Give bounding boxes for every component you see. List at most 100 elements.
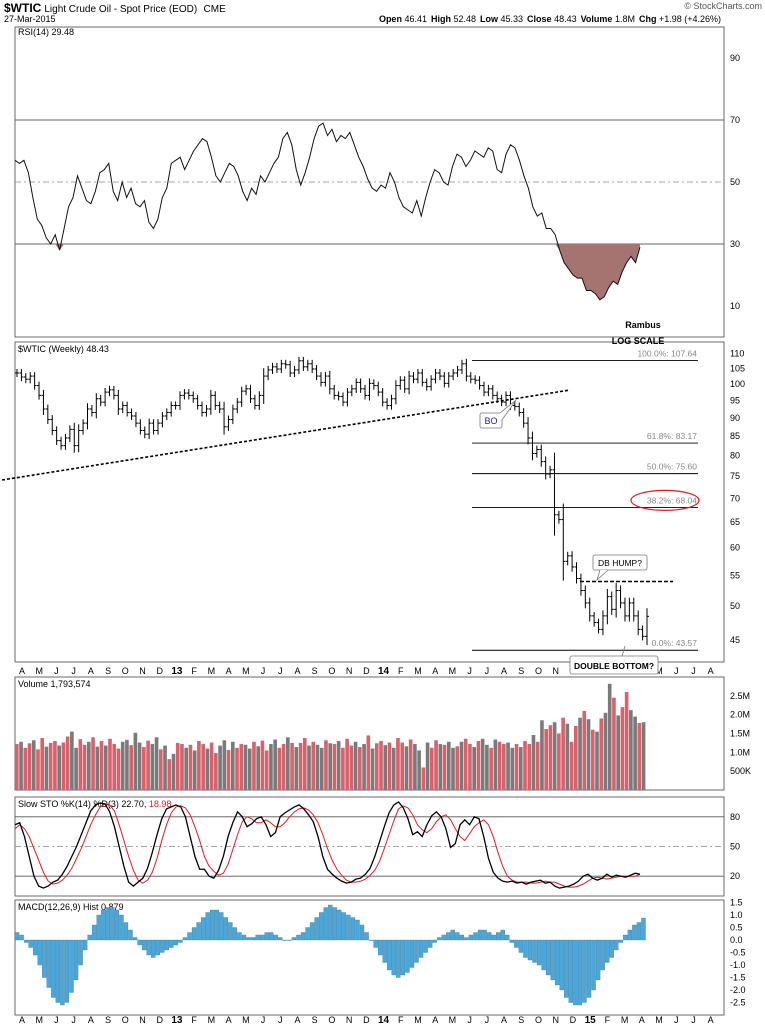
- price-bar: [415, 368, 420, 384]
- x-axis-label: A: [88, 1015, 94, 1025]
- volume-bar: [438, 744, 443, 790]
- price-bar: [279, 359, 284, 374]
- price-y-tick: 55: [730, 571, 740, 581]
- fib-label: 50.0%: 75.60: [647, 462, 697, 472]
- price-bar: [116, 389, 121, 415]
- macd-hist-bar: [19, 934, 24, 941]
- price-bar: [28, 372, 33, 384]
- log-scale-label: LOG SCALE: [612, 336, 665, 346]
- macd-hist-bar: [51, 939, 56, 998]
- volume-bar: [480, 738, 485, 790]
- ohlc-label: Open: [378, 14, 402, 24]
- volume-bar: [23, 747, 28, 790]
- volume-bar: [44, 746, 49, 790]
- macd-hist-bar: [73, 939, 79, 981]
- macd-hist-bar: [441, 934, 446, 941]
- x-axis-label: M: [449, 1015, 457, 1025]
- price-bar: [468, 372, 473, 384]
- volume-bar: [552, 722, 557, 790]
- volume-bar: [599, 718, 604, 790]
- volume-bar: [493, 739, 498, 790]
- x-axis-label: J: [467, 666, 472, 676]
- price-bar: [526, 417, 531, 445]
- macd-hist-bar: [151, 939, 156, 958]
- x-axis-label: J: [71, 1015, 76, 1025]
- macd-hist-bar: [486, 932, 492, 941]
- volume-bar: [307, 745, 311, 790]
- fib-label: 100.0%: 107.64: [637, 348, 697, 358]
- stochastic-d-value: 18.98: [149, 799, 172, 809]
- macd-hist-bar: [564, 939, 569, 998]
- volume-y-tick: 1.0M: [730, 747, 750, 757]
- rsi-y-tick: 90: [730, 53, 740, 63]
- macd-hist-bar: [586, 939, 592, 998]
- macd-hist-bar: [437, 937, 442, 941]
- x-axis-label: A: [294, 1015, 300, 1025]
- stochastic-k-line: [14, 801, 641, 889]
- volume-bar: [442, 744, 447, 790]
- volume-bar: [624, 692, 629, 790]
- x-axis-label: J: [278, 1015, 283, 1025]
- x-axis-label: M: [621, 1015, 629, 1025]
- macd-hist-bar: [300, 932, 306, 941]
- macd-hist-bar: [359, 924, 365, 941]
- macd-hist-bar: [623, 934, 628, 941]
- macd-hist-bar: [464, 937, 469, 941]
- macd-hist-bar: [595, 939, 601, 981]
- macd-hist-bar: [364, 932, 369, 941]
- ohlc-label: High: [430, 14, 451, 24]
- price-bar: [336, 391, 341, 401]
- volume-bar: [209, 742, 214, 790]
- macd-hist-bar: [509, 939, 515, 943]
- price-y-tick: 100: [730, 379, 745, 389]
- macd-hist-bar: [214, 909, 219, 941]
- macd-hist-bar: [160, 939, 165, 953]
- price-bar: [125, 401, 130, 417]
- macd-hist-bar: [459, 934, 465, 941]
- price-bar: [327, 370, 332, 395]
- macd-hist-bar: [123, 922, 129, 941]
- macd-hist-bar: [128, 929, 133, 941]
- ohlc-summary: Open 46.41 High 52.48 Low 45.33 Close 48.43…: [375, 14, 721, 24]
- x-axis-label: S: [105, 1015, 111, 1025]
- macd-hist-bar: [527, 939, 533, 961]
- x-axis-label: A: [19, 1015, 25, 1025]
- macd-hist-bar: [446, 932, 451, 941]
- macd-hist-bar: [455, 932, 460, 941]
- volume-bar: [548, 725, 553, 790]
- volume-bar: [417, 750, 421, 790]
- macd-hist-bar: [609, 939, 614, 958]
- double-bottom-pointer: [621, 645, 626, 657]
- volume-bar: [569, 741, 574, 790]
- x-axis-label: N: [139, 666, 146, 676]
- rsi-y-tick: 10: [730, 301, 740, 311]
- x-axis-label: S: [518, 1015, 524, 1025]
- macd-hist-bar: [473, 932, 478, 941]
- x-axis-label: A: [432, 666, 438, 676]
- price-bar: [63, 433, 68, 450]
- volume-bar: [188, 744, 193, 790]
- volume-bar: [374, 743, 379, 790]
- x-axis-label: J: [485, 1015, 490, 1025]
- price-bar: [512, 401, 517, 411]
- ohlc-value: 48.43: [551, 14, 577, 24]
- x-axis-label: O: [328, 666, 335, 676]
- price-bar: [173, 401, 178, 410]
- x-axis-label: D: [363, 1015, 370, 1025]
- volume-bar: [218, 745, 222, 790]
- macd-hist-bar: [132, 937, 138, 941]
- macd-hist-bar: [250, 937, 256, 941]
- ohlc-label: Low: [480, 14, 499, 24]
- volume-y-tick: 2.5M: [730, 691, 750, 701]
- macd-hist-bar: [496, 932, 501, 941]
- macd-hist-bar: [146, 939, 151, 956]
- volume-bar: [400, 742, 405, 790]
- price-y-tick: 50: [730, 601, 740, 611]
- x-axis-label: J: [691, 1015, 696, 1025]
- price-bar: [164, 408, 169, 421]
- volume-bar: [158, 749, 163, 790]
- fib-label: 38.2%: 68.04: [647, 495, 697, 505]
- price-y-tick: 65: [730, 517, 740, 527]
- macd-hist-bar: [87, 934, 92, 941]
- x-axis-label: M: [208, 666, 216, 676]
